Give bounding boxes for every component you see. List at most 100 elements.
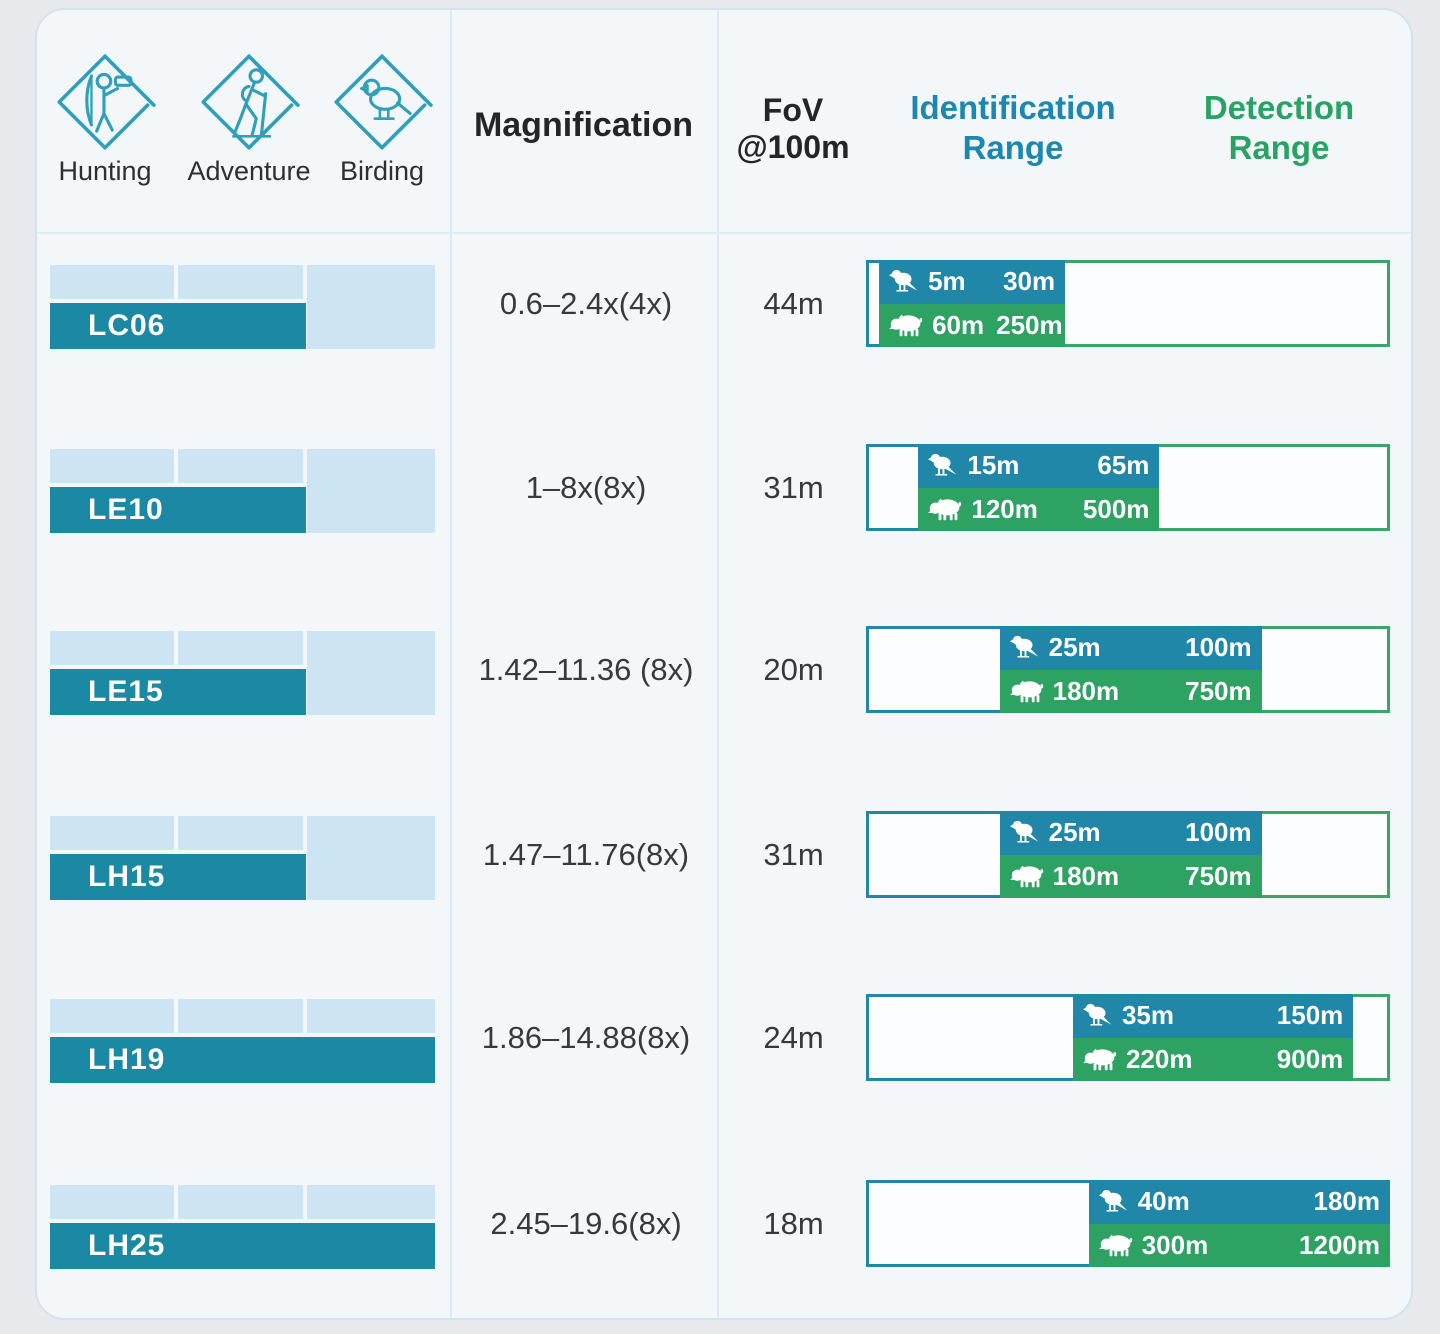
boar-range-bar: 300m 1200m [1088, 1223, 1390, 1267]
column-divider [717, 10, 719, 1318]
boar-detection-value: 750m [1185, 860, 1252, 891]
boar-icon [1009, 865, 1043, 888]
column-divider [450, 10, 452, 1318]
hunter-icon [57, 54, 156, 150]
bird-watch-icon [334, 54, 433, 150]
product-name: LH15 [88, 860, 166, 893]
bird-identification-value: 40m [1137, 1186, 1190, 1217]
boar-identification-value: 120m [971, 493, 1038, 524]
fov-value: 31m [763, 837, 824, 872]
level-segment [178, 265, 303, 299]
fov-header-line1: FoV [762, 92, 824, 128]
level-segment [178, 816, 303, 850]
bird-icon [889, 270, 918, 292]
boar-icon [1009, 680, 1043, 703]
level-segment [50, 631, 174, 665]
product-level-indicator: LC06 [50, 265, 435, 349]
product-row: LE15 1.42–11.36 (8x) 20m [37, 626, 1411, 715]
range-chart: 5m 30m [866, 260, 1390, 347]
bird-range-bar: 25m 100m [999, 626, 1262, 670]
level-segment [178, 999, 303, 1033]
product-name: LE15 [88, 675, 164, 708]
boar-icon [928, 498, 962, 521]
magnification-value: 1.47–11.76(8x) [482, 837, 690, 872]
bird-detection-value: 100m [1185, 632, 1252, 663]
activity-label: Hunting [58, 156, 152, 186]
boar-identification-value: 180m [1052, 860, 1120, 891]
bird-range-bar: 40m 180m [1088, 1180, 1390, 1224]
bird-range-bar: 15m 65m [918, 444, 1160, 488]
bird-detection-value: 65m [1097, 450, 1150, 481]
magnification-value: 1–8x(8x) [525, 470, 647, 505]
detection-header-line2: Range [1228, 129, 1330, 166]
boar-range-bar: 60m 250m [879, 303, 1066, 347]
magnification-value: 0.6–2.4x(4x) [499, 286, 673, 321]
boar-detection-value: 250m [996, 309, 1063, 340]
product-name: LE10 [88, 493, 164, 526]
product-level-indicator: LH19 [50, 999, 435, 1083]
product-level-indicator: LE10 [50, 449, 435, 533]
bird-detection-value: 180m [1313, 1186, 1380, 1217]
fov-value: 18m [763, 1206, 824, 1241]
bird-identification-value: 15m [967, 450, 1020, 481]
fov-value: 31m [763, 470, 824, 505]
range-chart: 40m 180m [866, 1180, 1390, 1267]
product-level-indicator: LH25 [50, 1185, 435, 1269]
product-row: LE10 1–8x(8x) 31m [37, 444, 1411, 533]
product-row: LH15 1.47–11.76(8x) 31m [37, 811, 1411, 900]
level-segment [50, 816, 174, 850]
level-segment [307, 999, 435, 1033]
bird-icon [928, 454, 957, 476]
range-chart: 25m 100m [866, 626, 1390, 713]
fov-header: FoV @100m [719, 92, 867, 166]
hiker-icon [201, 54, 300, 150]
range-fill-bar: 40m 180m [1088, 1180, 1390, 1267]
bird-detection-value: 30m [1003, 266, 1056, 297]
boar-identification-value: 300m [1141, 1229, 1209, 1260]
boar-icon [889, 314, 923, 337]
level-segment [50, 999, 174, 1033]
magnification-value: 2.45–19.6(8x) [490, 1206, 682, 1241]
identification-range-header: Identification Range [893, 88, 1133, 168]
activity-adventure: Adventure [183, 50, 315, 187]
range-fill-bar: 25m 100m [999, 811, 1262, 898]
product-name-bar: LH19 [50, 1037, 435, 1083]
boar-range-bar: 180m 750m [999, 669, 1262, 713]
bird-identification-value: 25m [1048, 817, 1101, 848]
level-segment [178, 631, 303, 665]
bird-icon [1082, 1004, 1112, 1026]
bird-icon [1009, 636, 1038, 658]
bird-identification-value: 25m [1048, 632, 1101, 663]
magnification-header: Magnification [473, 106, 694, 144]
level-segment [307, 449, 435, 533]
range-chart: 35m 150m [866, 994, 1390, 1081]
level-segment [307, 1185, 435, 1219]
boar-identification-value: 180m [1052, 675, 1120, 706]
product-name: LH19 [88, 1043, 166, 1076]
product-name-bar: LH15 [50, 854, 306, 900]
product-name: LH25 [88, 1229, 166, 1262]
comparison-card: Hunting Adventure [35, 8, 1413, 1320]
detection-range-header: Detection Range [1159, 88, 1399, 168]
boar-icon [1098, 1234, 1132, 1257]
product-name-bar: LE15 [50, 669, 306, 715]
product-row: LH25 2.45–19.6(8x) 18m [37, 1180, 1411, 1269]
bird-icon [1009, 821, 1038, 843]
bird-detection-value: 100m [1185, 817, 1252, 848]
identification-header-line2: Range [962, 129, 1064, 166]
bird-range-bar: 25m 100m [999, 811, 1262, 855]
range-fill-bar: 35m 150m [1072, 994, 1354, 1081]
fov-header-line2: @100m [736, 129, 850, 165]
level-segment [178, 1185, 303, 1219]
range-fill-bar: 15m 65m [918, 444, 1160, 531]
boar-range-bar: 220m 900m [1072, 1037, 1354, 1081]
range-fill-bar: 5m 30m [879, 260, 1066, 347]
bird-range-bar: 35m 150m [1072, 994, 1354, 1038]
activity-birding: Birding [316, 50, 448, 187]
activity-label: Birding [339, 156, 425, 186]
bird-identification-value: 5m [928, 266, 966, 297]
product-level-indicator: LH15 [50, 816, 435, 900]
magnification-value: 1.86–14.88(8x) [481, 1020, 691, 1055]
product-name: LC06 [88, 309, 166, 342]
fov-value: 44m [763, 286, 824, 321]
